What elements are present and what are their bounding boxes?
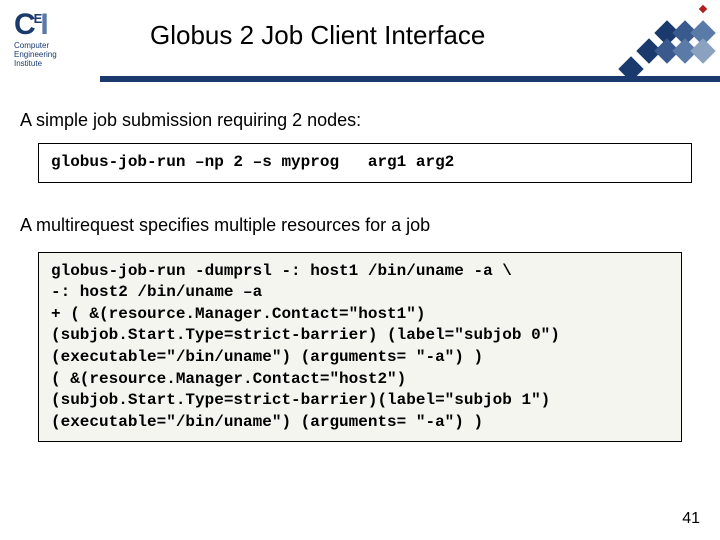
- logo-letter-i: I: [40, 8, 46, 41]
- code-box-2: globus-job-run -dumprsl -: host1 /bin/un…: [38, 252, 682, 443]
- corner-decoration: [610, 0, 720, 72]
- title-underline: [100, 76, 720, 82]
- slide-header: CEI Computer Engineering Institute Globu…: [0, 0, 720, 95]
- paragraph-2: A multirequest specifies multiple resour…: [20, 215, 700, 236]
- paragraph-1: A simple job submission requiring 2 node…: [20, 110, 700, 131]
- page-number: 41: [682, 510, 700, 528]
- deco-square: [690, 38, 715, 63]
- logo-letters: CEI: [14, 10, 92, 40]
- cei-logo: CEI Computer Engineering Institute: [14, 10, 92, 68]
- logo-letter-c: C: [14, 8, 34, 41]
- slide-content: A simple job submission requiring 2 node…: [20, 110, 700, 442]
- deco-square: [699, 5, 707, 13]
- code-box-1: globus-job-run –np 2 –s myprog arg1 arg2: [38, 143, 692, 183]
- logo-subtitle: Computer Engineering Institute: [14, 42, 92, 68]
- slide-title: Globus 2 Job Client Interface: [150, 20, 485, 51]
